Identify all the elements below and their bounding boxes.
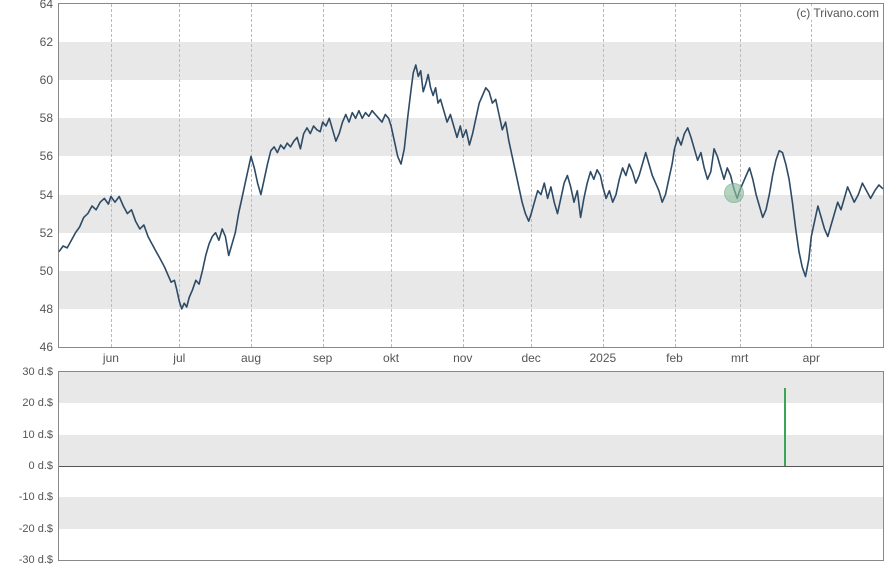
y-tick-label: 62 [40, 35, 59, 49]
x-tick-label: nov [453, 347, 472, 365]
x-tick-label: jul [173, 347, 185, 365]
x-tick-label: apr [803, 347, 820, 365]
y-tick-label: 52 [40, 226, 59, 240]
y-tick-label: 0 d.$ [29, 460, 59, 472]
price-chart: 46485052545658606264junjulaugsepoktnovde… [58, 3, 884, 348]
y-tick-label: 10 d.$ [22, 429, 59, 441]
y-tick-label: 30 d.$ [22, 366, 59, 378]
price-line [59, 65, 883, 309]
x-tick-label: feb [666, 347, 683, 365]
zero-line [59, 466, 883, 467]
x-tick-label: jun [103, 347, 119, 365]
event-marker [724, 183, 744, 203]
volume-chart: -30 d.$-20 d.$-10 d.$0 d.$10 d.$20 d.$30… [58, 371, 884, 561]
x-tick-label: okt [383, 347, 399, 365]
y-tick-label: 54 [40, 188, 59, 202]
y-tick-label: -30 d.$ [19, 554, 59, 566]
y-tick-label: -20 d.$ [19, 523, 59, 535]
y-tick-label: -10 d.$ [19, 491, 59, 503]
y-tick-label: 50 [40, 264, 59, 278]
y-tick-label: 48 [40, 302, 59, 316]
credit-label: (c) Trivano.com [796, 6, 879, 20]
x-tick-label: 2025 [589, 347, 616, 365]
x-tick-label: aug [241, 347, 261, 365]
x-tick-label: sep [313, 347, 332, 365]
y-tick-label: 46 [40, 340, 59, 354]
y-tick-label: 58 [40, 111, 59, 125]
y-tick-label: 56 [40, 149, 59, 163]
x-tick-label: mrt [731, 347, 748, 365]
x-tick-label: dec [521, 347, 540, 365]
y-tick-label: 60 [40, 73, 59, 87]
y-tick-label: 20 d.$ [22, 397, 59, 409]
y-tick-label: 64 [40, 0, 59, 11]
volume-bar [784, 388, 786, 466]
